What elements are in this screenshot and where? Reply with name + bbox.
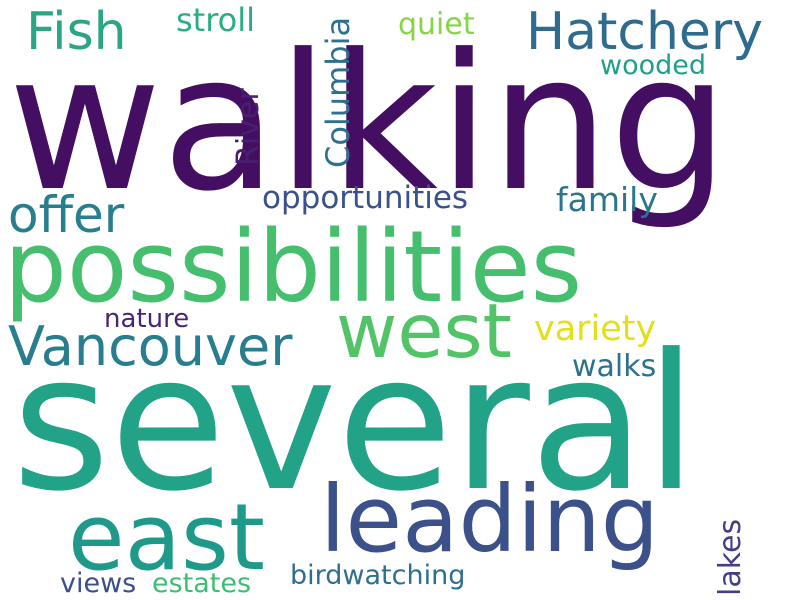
word-vancouver: Vancouver xyxy=(8,315,293,378)
word-leading: leading xyxy=(320,466,660,573)
word-walking: walking xyxy=(8,14,729,233)
word-east: east xyxy=(68,484,265,591)
word-offer: offer xyxy=(8,186,125,244)
word-west: west xyxy=(336,287,512,375)
word-views: views xyxy=(60,568,137,599)
word-several: several xyxy=(12,314,698,533)
word-wooded: wooded xyxy=(600,50,707,81)
word-family: family xyxy=(556,180,658,219)
word-estates: estates xyxy=(152,568,252,599)
word-quiet: quiet xyxy=(398,7,475,42)
word-stroll: stroll xyxy=(176,1,256,39)
word-variety: variety xyxy=(534,309,657,349)
word-lakes: lakes xyxy=(713,518,748,596)
word-birdwatching: birdwatching xyxy=(290,560,466,591)
word-fish: Fish xyxy=(26,2,127,62)
word-nature: nature xyxy=(104,304,190,334)
word-river: River xyxy=(231,88,266,166)
word-walks: walks xyxy=(572,349,657,384)
word-hatchery: Hatchery xyxy=(526,2,764,62)
word-columbia: Columbia xyxy=(319,16,357,168)
word-possibilities: possibilities xyxy=(4,210,583,325)
word-opportunities: opportunities xyxy=(262,180,469,216)
